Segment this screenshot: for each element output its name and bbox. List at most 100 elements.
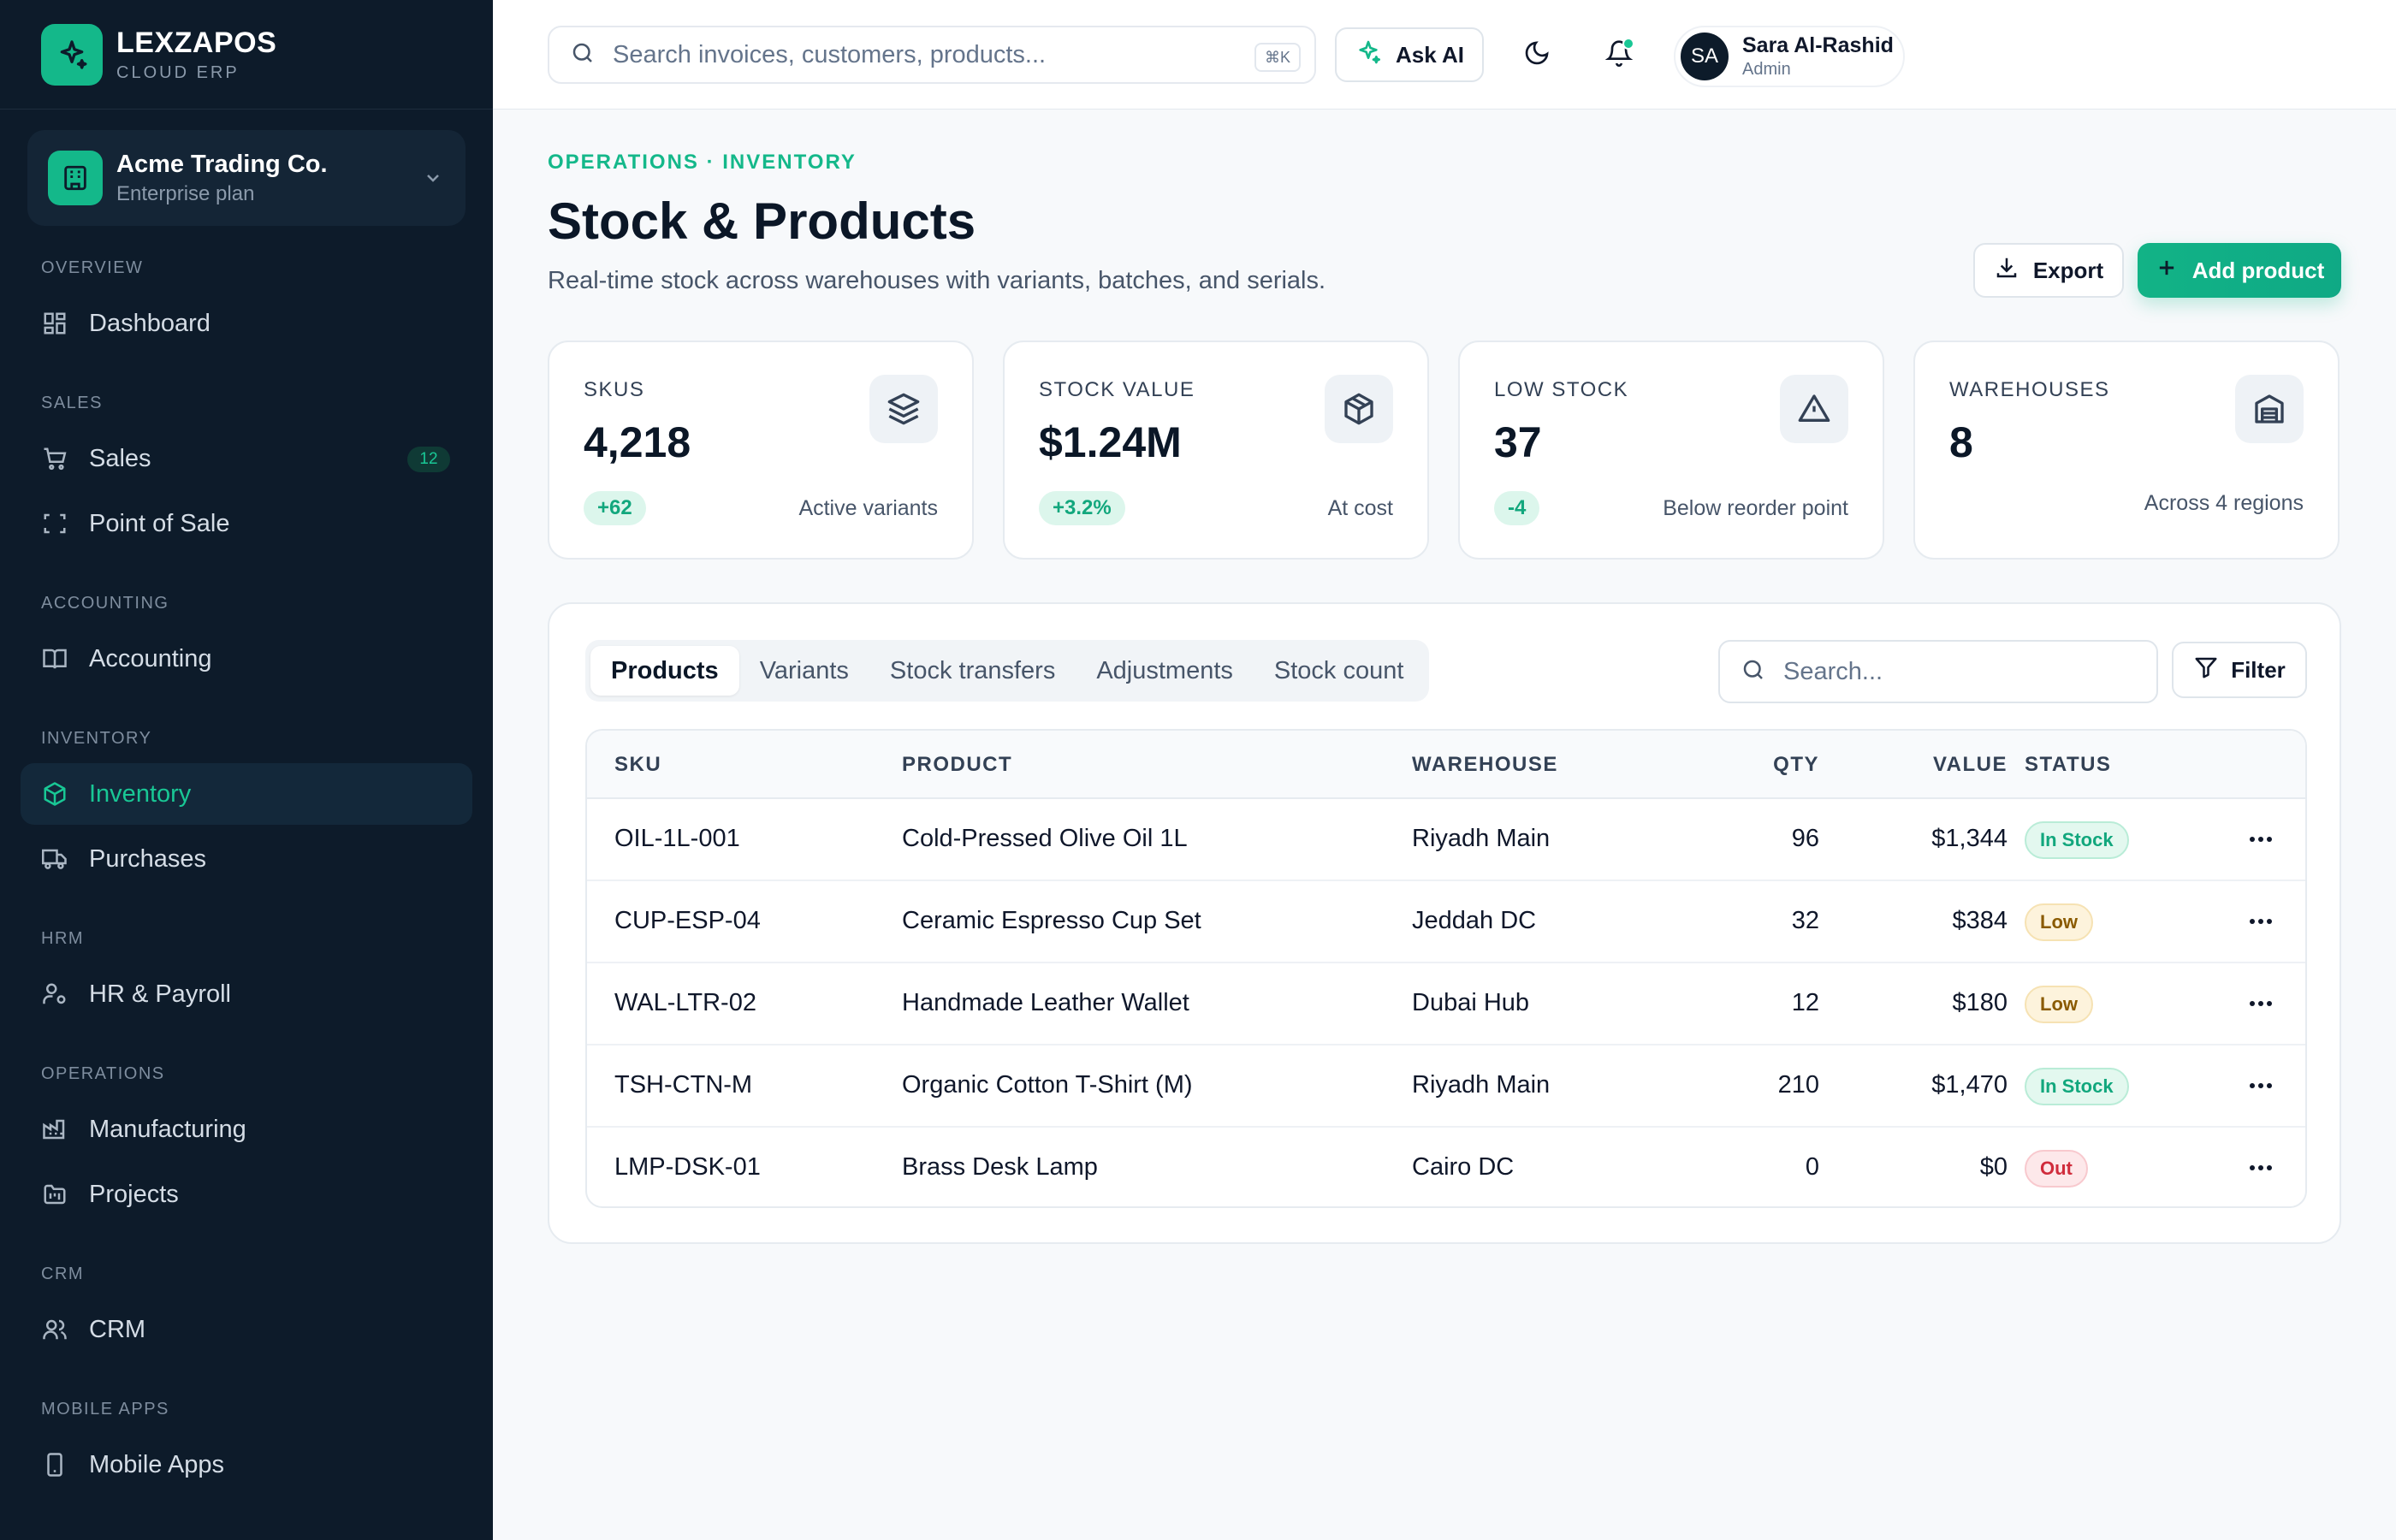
- tab-adjustments[interactable]: Adjustments: [1096, 656, 1233, 684]
- add-product-label: Add product: [2191, 257, 2325, 283]
- sidebar-item-label: Purchases: [89, 844, 207, 873]
- stat-card-low-stock: LOW STOCK 37 -4 Below reorder point: [1458, 341, 1884, 560]
- row-actions-button[interactable]: [2244, 1071, 2278, 1102]
- cell-qty: 96: [1791, 825, 1819, 852]
- topbar: Search invoices, customers, products... …: [493, 0, 2396, 110]
- column-header-warehouse[interactable]: WAREHOUSE: [1412, 753, 1558, 776]
- stat-value: 4,218: [584, 418, 691, 466]
- ask-ai-button[interactable]: Ask AI: [1335, 27, 1484, 82]
- cell-value: $1,470: [1931, 1071, 2008, 1099]
- stat-value: $1.24M: [1039, 418, 1182, 466]
- row-actions-button[interactable]: [2244, 825, 2278, 856]
- sidebar-item-dashboard[interactable]: Dashboard: [21, 293, 472, 354]
- sidebar-item-manufacturing[interactable]: Manufacturing: [21, 1099, 472, 1160]
- more-horizontal-icon: [2248, 1161, 2274, 1176]
- sidebar-item-hr-payroll[interactable]: HR & Payroll: [21, 963, 472, 1025]
- sidebar-item-projects[interactable]: Projects: [21, 1164, 472, 1225]
- table-row[interactable]: CUP-ESP-04 Ceramic Espresso Cup Set Jedd…: [587, 881, 2305, 963]
- tab-products[interactable]: Products: [590, 646, 739, 696]
- cell-qty: 0: [1805, 1153, 1819, 1181]
- sidebar-item-inventory[interactable]: Inventory: [21, 763, 472, 825]
- row-actions-button[interactable]: [2244, 989, 2278, 1020]
- page-subtitle: Real-time stock across warehouses with v…: [548, 267, 1326, 294]
- status-badge: In Stock: [2025, 1068, 2129, 1105]
- factory-icon: [41, 1116, 68, 1143]
- notifications-button[interactable]: [1598, 34, 1640, 75]
- cell-warehouse: Riyadh Main: [1412, 825, 1551, 852]
- theme-toggle-button[interactable]: [1516, 34, 1557, 75]
- column-header-product[interactable]: PRODUCT: [902, 753, 1013, 776]
- table-row[interactable]: OIL-1L-001 Cold-Pressed Olive Oil 1L Riy…: [587, 799, 2305, 881]
- nav-section-sales: SALES: [41, 394, 103, 412]
- cell-value: $0: [1979, 1153, 2008, 1181]
- filter-label: Filter: [2231, 656, 2286, 683]
- nav-section-crm: CRM: [41, 1265, 85, 1283]
- cell-qty: 210: [1777, 1071, 1819, 1099]
- sidebar-item-label: HR & Payroll: [89, 980, 231, 1008]
- filter-button[interactable]: Filter: [2172, 642, 2307, 698]
- row-actions-button[interactable]: [2244, 1153, 2278, 1184]
- grid-icon: [41, 310, 68, 337]
- building-icon: [48, 151, 103, 205]
- stat-footnote: Across 4 regions: [2144, 491, 2304, 515]
- cart-icon: [41, 445, 68, 472]
- search-shortcut: ⌘K: [1254, 43, 1301, 72]
- cell-sku: LMP-DSK-01: [614, 1153, 761, 1181]
- add-product-button[interactable]: Add product: [2138, 243, 2341, 298]
- export-button[interactable]: Export: [1973, 243, 2124, 298]
- user-menu[interactable]: SA Sara Al-Rashid Admin: [1674, 26, 1905, 87]
- sparkle-icon: [1355, 38, 1382, 72]
- sidebar-item-point-of-sale[interactable]: Point of Sale: [21, 493, 472, 554]
- stat-delta: -4: [1494, 491, 1540, 525]
- column-header-value[interactable]: VALUE: [1932, 753, 2008, 776]
- stat-delta: +62: [584, 491, 646, 525]
- tab-bar: Products Variants Stock transfers Adjust…: [585, 640, 1430, 702]
- sidebar-item-label: CRM: [89, 1315, 146, 1343]
- stat-value: 37: [1494, 418, 1542, 466]
- sidebar-item-label: Dashboard: [89, 309, 211, 337]
- table-row[interactable]: WAL-LTR-02 Handmade Leather Wallet Dubai…: [587, 963, 2305, 1045]
- global-search-input[interactable]: Search invoices, customers, products... …: [548, 26, 1316, 84]
- status-badge: Low: [2025, 903, 2093, 941]
- status-badge: Low: [2025, 986, 2093, 1023]
- column-header-status[interactable]: STATUS: [2025, 753, 2112, 776]
- package-icon: [1325, 375, 1393, 443]
- tab-variants[interactable]: Variants: [759, 656, 849, 684]
- sidebar-item-purchases[interactable]: Purchases: [21, 828, 472, 890]
- org-plan: Enterprise plan: [116, 181, 255, 205]
- scan-icon: [41, 510, 68, 537]
- breadcrumb: OPERATIONS · INVENTORY: [548, 151, 857, 174]
- cell-value: $1,344: [1931, 825, 2008, 852]
- table-row[interactable]: LMP-DSK-01 Brass Desk Lamp Cairo DC 0 $0…: [587, 1128, 2305, 1206]
- column-header-qty[interactable]: QTY: [1773, 753, 1819, 776]
- layers-icon: [869, 375, 938, 443]
- column-header-sku[interactable]: SKU: [614, 753, 662, 776]
- stat-footnote: At cost: [1327, 496, 1393, 520]
- tab-stock-count[interactable]: Stock count: [1273, 656, 1404, 684]
- cell-warehouse: Jeddah DC: [1412, 907, 1537, 934]
- stat-value: 8: [1949, 418, 1973, 466]
- sidebar-item-label: Projects: [89, 1180, 179, 1208]
- bell-icon: [1604, 39, 1634, 71]
- ask-ai-label: Ask AI: [1396, 41, 1464, 68]
- sidebar-item-label: Inventory: [89, 779, 192, 808]
- users-icon: [41, 1316, 68, 1343]
- stat-label: SKUS: [584, 378, 645, 401]
- org-switcher[interactable]: Acme Trading Co. Enterprise plan: [27, 130, 466, 226]
- cell-sku: OIL-1L-001: [614, 825, 740, 852]
- stat-card-warehouses: WAREHOUSES 8 Across 4 regions: [1913, 341, 2340, 560]
- chevron-down-icon: [421, 166, 445, 190]
- tab-stock-transfers[interactable]: Stock transfers: [889, 656, 1056, 684]
- sidebar-item-mobile-apps[interactable]: Mobile Apps: [21, 1434, 472, 1496]
- sidebar-item-sales[interactable]: Sales 12: [21, 428, 472, 489]
- cell-qty: 12: [1791, 989, 1819, 1016]
- products-table: SKU PRODUCT WAREHOUSE QTY VALUE STATUS O…: [585, 729, 2307, 1208]
- more-horizontal-icon: [2248, 1079, 2274, 1094]
- table-row[interactable]: TSH-CTN-M Organic Cotton T-Shirt (M) Riy…: [587, 1045, 2305, 1128]
- sidebar-item-crm[interactable]: CRM: [21, 1299, 472, 1360]
- phone-icon: [41, 1451, 68, 1478]
- global-search-placeholder: Search invoices, customers, products...: [613, 40, 1047, 68]
- table-search-input[interactable]: Search...: [1718, 640, 2158, 703]
- row-actions-button[interactable]: [2244, 907, 2278, 938]
- sidebar-item-accounting[interactable]: Accounting: [21, 628, 472, 690]
